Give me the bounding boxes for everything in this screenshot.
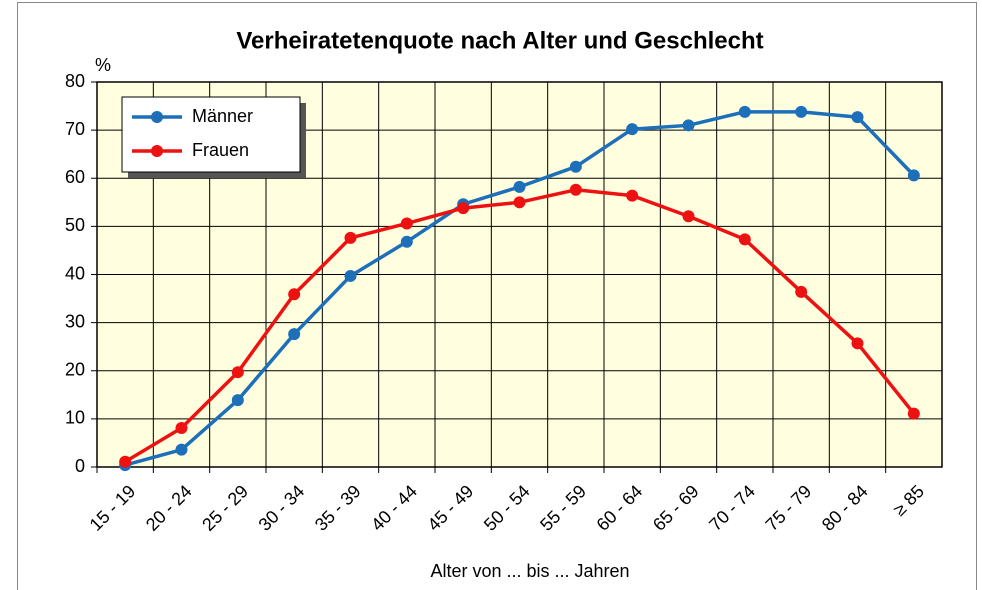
y-tick-label: 30	[65, 311, 85, 331]
data-point	[344, 269, 357, 282]
data-point	[851, 337, 864, 350]
data-point	[119, 455, 132, 468]
y-tick-label: 50	[65, 215, 85, 235]
data-point	[569, 183, 582, 196]
y-tick-label: 80	[65, 71, 85, 91]
data-point	[175, 422, 188, 435]
y-tick-label: 10	[65, 408, 85, 428]
legend-marker	[151, 111, 163, 123]
y-unit: %	[95, 55, 111, 75]
data-point	[682, 210, 695, 223]
y-tick-label: 40	[65, 263, 85, 283]
plot-border	[96, 81, 943, 468]
data-point	[738, 233, 751, 246]
data-point	[513, 180, 526, 193]
legend-label: Frauen	[192, 140, 249, 160]
y-tick-label: 70	[65, 119, 85, 139]
data-point	[795, 105, 808, 118]
data-point	[626, 189, 639, 202]
data-point	[400, 235, 413, 248]
data-point	[907, 169, 920, 182]
data-point	[569, 160, 582, 173]
data-point	[288, 288, 301, 301]
data-point	[795, 285, 808, 298]
chart-title: Verheiratetenquote nach Alter und Geschl…	[236, 27, 763, 54]
x-axis-label: Alter von ... bis ... Jahren	[430, 561, 629, 581]
legend-marker	[151, 145, 163, 157]
data-point	[175, 443, 188, 456]
data-point	[344, 231, 357, 244]
data-point	[231, 394, 244, 407]
data-point	[457, 202, 470, 215]
y-tick-label: 60	[65, 167, 85, 187]
data-point	[907, 407, 920, 420]
data-point	[682, 119, 695, 132]
data-point	[288, 328, 301, 341]
legend: Männer Frauen	[121, 96, 306, 178]
legend-label: Männer	[192, 106, 253, 126]
data-point	[626, 123, 639, 136]
data-point	[513, 196, 526, 209]
data-point	[738, 105, 751, 118]
y-tick-label: 0	[75, 456, 85, 476]
data-point	[851, 111, 864, 124]
legend-box	[121, 96, 301, 173]
data-point	[231, 366, 244, 379]
data-point	[400, 217, 413, 230]
y-tick-label: 20	[65, 360, 85, 380]
